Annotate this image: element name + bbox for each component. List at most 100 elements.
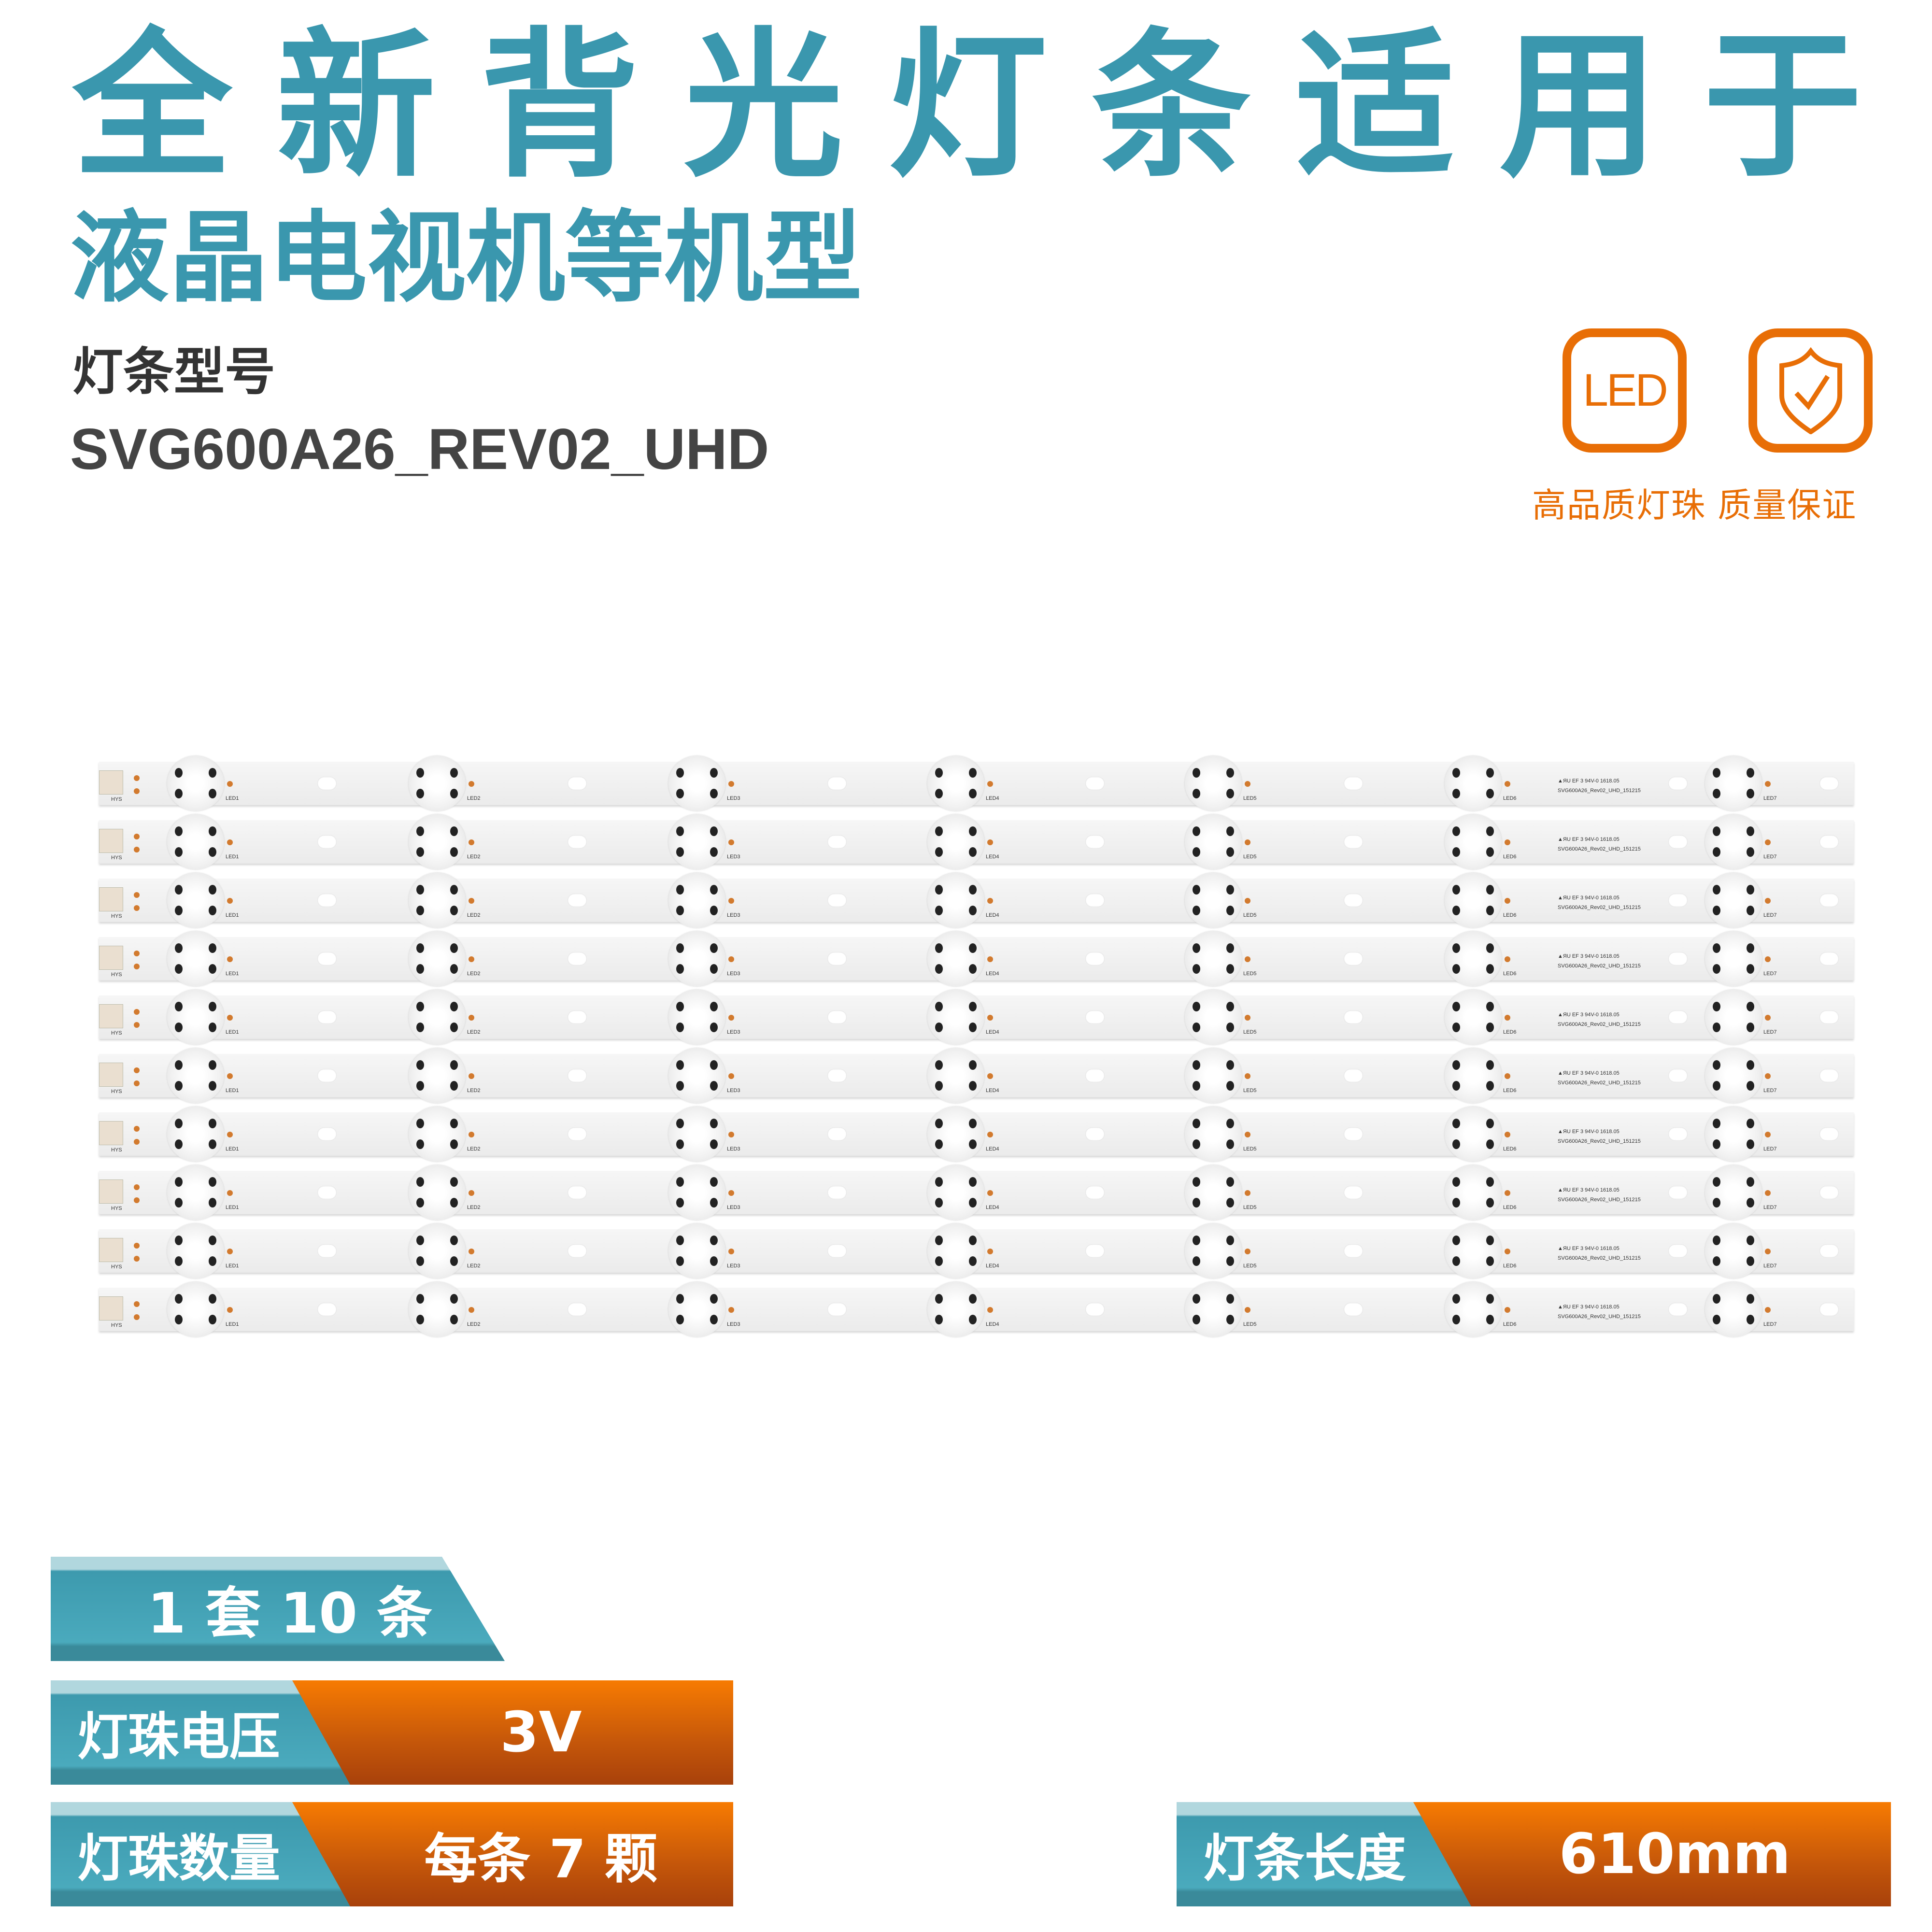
led-lens — [927, 990, 984, 1045]
mount-hole — [1819, 894, 1839, 907]
mount-hole — [317, 835, 337, 849]
led-lens — [167, 1282, 224, 1337]
solder-pad — [1245, 898, 1250, 904]
solder-pad — [134, 775, 140, 781]
connector-label: HYS — [111, 1030, 122, 1036]
solder-pad — [469, 1015, 474, 1021]
solder-pad — [134, 1080, 140, 1086]
mount-hole — [1085, 1244, 1105, 1258]
connector-label: HYS — [111, 1264, 122, 1270]
mount-hole — [1344, 1069, 1363, 1082]
led-lens — [1445, 931, 1502, 986]
led-lens — [1445, 1223, 1502, 1279]
pcb-text: SVG600A26_Rev02_UHD_151215 — [1558, 1255, 1641, 1261]
mount-hole — [827, 1186, 847, 1199]
led-lens — [668, 814, 725, 869]
mount-hole — [317, 952, 337, 966]
led-strip: HYS LED1 LED2 LED3 LED4 LED5 LED6 LED7 ▲ЯU EF 3 … — [99, 756, 1854, 811]
led-lens — [1705, 1107, 1762, 1162]
subheadline: 液晶电视机等机型 — [70, 201, 862, 316]
solder-pad — [1765, 1073, 1771, 1079]
solder-pad — [728, 1132, 734, 1137]
led-lens — [409, 990, 466, 1045]
led-lens — [167, 1223, 224, 1279]
solder-pad — [1765, 1190, 1771, 1196]
connector — [99, 770, 123, 795]
mount-hole — [1819, 1303, 1839, 1316]
led-lens — [1445, 756, 1502, 811]
mount-hole — [1819, 1127, 1839, 1141]
mount-hole — [1085, 1127, 1105, 1141]
solder-pad — [987, 1249, 993, 1254]
led-label: LED1 — [226, 1088, 239, 1094]
led-lens — [409, 873, 466, 928]
led-label: LED7 — [1763, 796, 1777, 801]
solder-pad — [134, 1184, 140, 1190]
cert-text: ▲ЯU EF 3 94V-0 1618.05 — [1558, 953, 1619, 959]
solder-pad — [134, 892, 140, 898]
led-icon: LED — [1563, 328, 1687, 453]
solder-pad — [987, 1307, 993, 1313]
led-label: LED3 — [727, 971, 740, 977]
led-lens — [1705, 931, 1762, 986]
led-strip: HYS LED1 LED2 LED3 LED4 LED5 LED6 LED7 ▲ЯU EF 3 … — [99, 1223, 1854, 1279]
led-label: LED1 — [226, 1146, 239, 1152]
led-strip: HYS LED1 LED2 LED3 LED4 LED5 LED6 LED7 ▲ЯU EF 3 … — [99, 1107, 1854, 1162]
led-label: LED6 — [1503, 1088, 1517, 1094]
led-lens — [668, 1282, 725, 1337]
led-strip: HYS LED1 LED2 LED3 LED4 LED5 LED6 LED7 ▲ЯU EF 3 … — [99, 1165, 1854, 1220]
connector — [99, 1238, 123, 1262]
solder-pad — [134, 964, 140, 969]
length-label: 灯条长度 — [1203, 1829, 1406, 1888]
solder-pad — [134, 1197, 140, 1203]
mount-hole — [1668, 1069, 1688, 1082]
length-value: 610mm — [1559, 1822, 1791, 1887]
solder-pad — [134, 788, 140, 794]
mount-hole — [827, 835, 847, 849]
mount-hole — [1085, 835, 1105, 849]
mount-hole — [317, 777, 337, 790]
led-lens — [1185, 756, 1242, 811]
mount-hole — [1668, 835, 1688, 849]
led-label: LED2 — [467, 971, 481, 977]
mount-hole — [1344, 1127, 1363, 1141]
length-label-box: 灯条长度 — [1177, 1802, 1471, 1906]
led-label: LED7 — [1763, 1146, 1777, 1152]
solder-pad — [227, 1190, 233, 1196]
led-lens — [167, 1107, 224, 1162]
led-lens — [1705, 1282, 1762, 1337]
mount-hole — [568, 1127, 587, 1141]
solder-pad — [227, 1015, 233, 1021]
led-lens — [1445, 1282, 1502, 1337]
mount-hole — [317, 1127, 337, 1141]
led-label: LED5 — [1243, 854, 1257, 860]
connector-label: HYS — [111, 1147, 122, 1153]
solder-pad — [728, 956, 734, 962]
pcb-text: SVG600A26_Rev02_UHD_151215 — [1558, 905, 1641, 910]
solder-pad — [227, 956, 233, 962]
led-label: LED5 — [1243, 1263, 1257, 1269]
mount-hole — [317, 1244, 337, 1258]
solder-pad — [469, 1132, 474, 1137]
led-lens — [409, 756, 466, 811]
count-value: 每条 7 颗 — [424, 1828, 658, 1890]
connector-label: HYS — [111, 1322, 122, 1328]
led-label: LED2 — [467, 1029, 481, 1035]
mount-hole — [1668, 1303, 1688, 1316]
solder-pad — [469, 1190, 474, 1196]
led-lens — [668, 756, 725, 811]
led-label: LED2 — [467, 1263, 481, 1269]
led-lens — [927, 1107, 984, 1162]
led-label: LED1 — [226, 1263, 239, 1269]
length-value-box: 610mm — [1410, 1802, 1891, 1906]
led-label: LED1 — [226, 796, 239, 801]
pcb-text: SVG600A26_Rev02_UHD_151215 — [1558, 1314, 1641, 1320]
mount-hole — [1819, 835, 1839, 849]
led-lens — [927, 756, 984, 811]
led-label: LED5 — [1243, 1205, 1257, 1210]
led-label: LED4 — [986, 1321, 999, 1327]
cert-text: ▲ЯU EF 3 94V-0 1618.05 — [1558, 1070, 1619, 1076]
led-lens — [1185, 1165, 1242, 1220]
mount-hole — [1344, 1303, 1363, 1316]
led-lens — [927, 1223, 984, 1279]
